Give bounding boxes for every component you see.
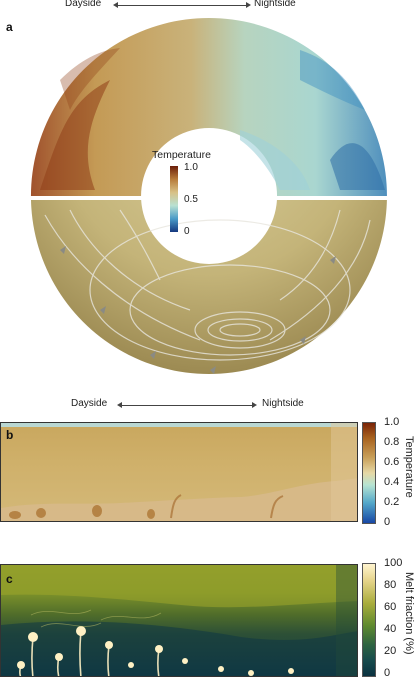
panel-c-colorbar-title: Melt friaction (%) [403,572,415,655]
panel-c-tick-100: 100 [384,557,403,569]
middle-dayside-nightside-arrow [117,402,257,408]
middle-nightside-label: Nightside [262,398,304,409]
panel-b-colorbar-title: Temperature [403,436,415,498]
panel-b-tick-0-6: 0.6 [384,456,400,468]
top-dayside-nightside-arrow [113,2,251,8]
panel-b-tick-0-4: 0.4 [384,476,400,488]
panel-c-label: c [6,572,13,586]
top-colorbar-tick-1: 1.0 [184,162,198,173]
panel-c-colorbar [362,563,376,677]
top-colorbar-title: Temperature [152,149,211,161]
panel-b-colorbar [362,422,376,524]
panel-b-tick-0-8: 0.8 [384,436,400,448]
panel-c-tick-20: 20 [384,645,397,657]
top-nightside-label: Nightside [254,0,296,9]
panel-c-tick-60: 60 [384,601,397,613]
panel-c-tick-80: 80 [384,579,397,591]
top-dayside-label: Dayside [65,0,102,9]
middle-dayside-label: Dayside [71,398,108,409]
panel-b-tick-1-0: 1.0 [384,416,400,428]
top-colorbar-tick-0-5: 0.5 [184,194,198,205]
annulus-top-half [30,18,387,196]
panel-c-plot [0,564,358,677]
panel-c-tick-40: 40 [384,623,397,635]
panel-c-tick-0: 0 [384,667,391,679]
panel-b-label: b [6,428,14,442]
annulus-bottom-half [31,200,387,374]
panel-b-tick-0: 0 [384,516,391,528]
panel-b-tick-0-2: 0.2 [384,496,400,508]
top-colorbar-tick-0: 0 [184,226,190,237]
panel-a-label: a [6,20,13,34]
annulus-figure [0,18,418,374]
top-colorbar [170,166,178,232]
panel-b-plot [0,422,358,522]
